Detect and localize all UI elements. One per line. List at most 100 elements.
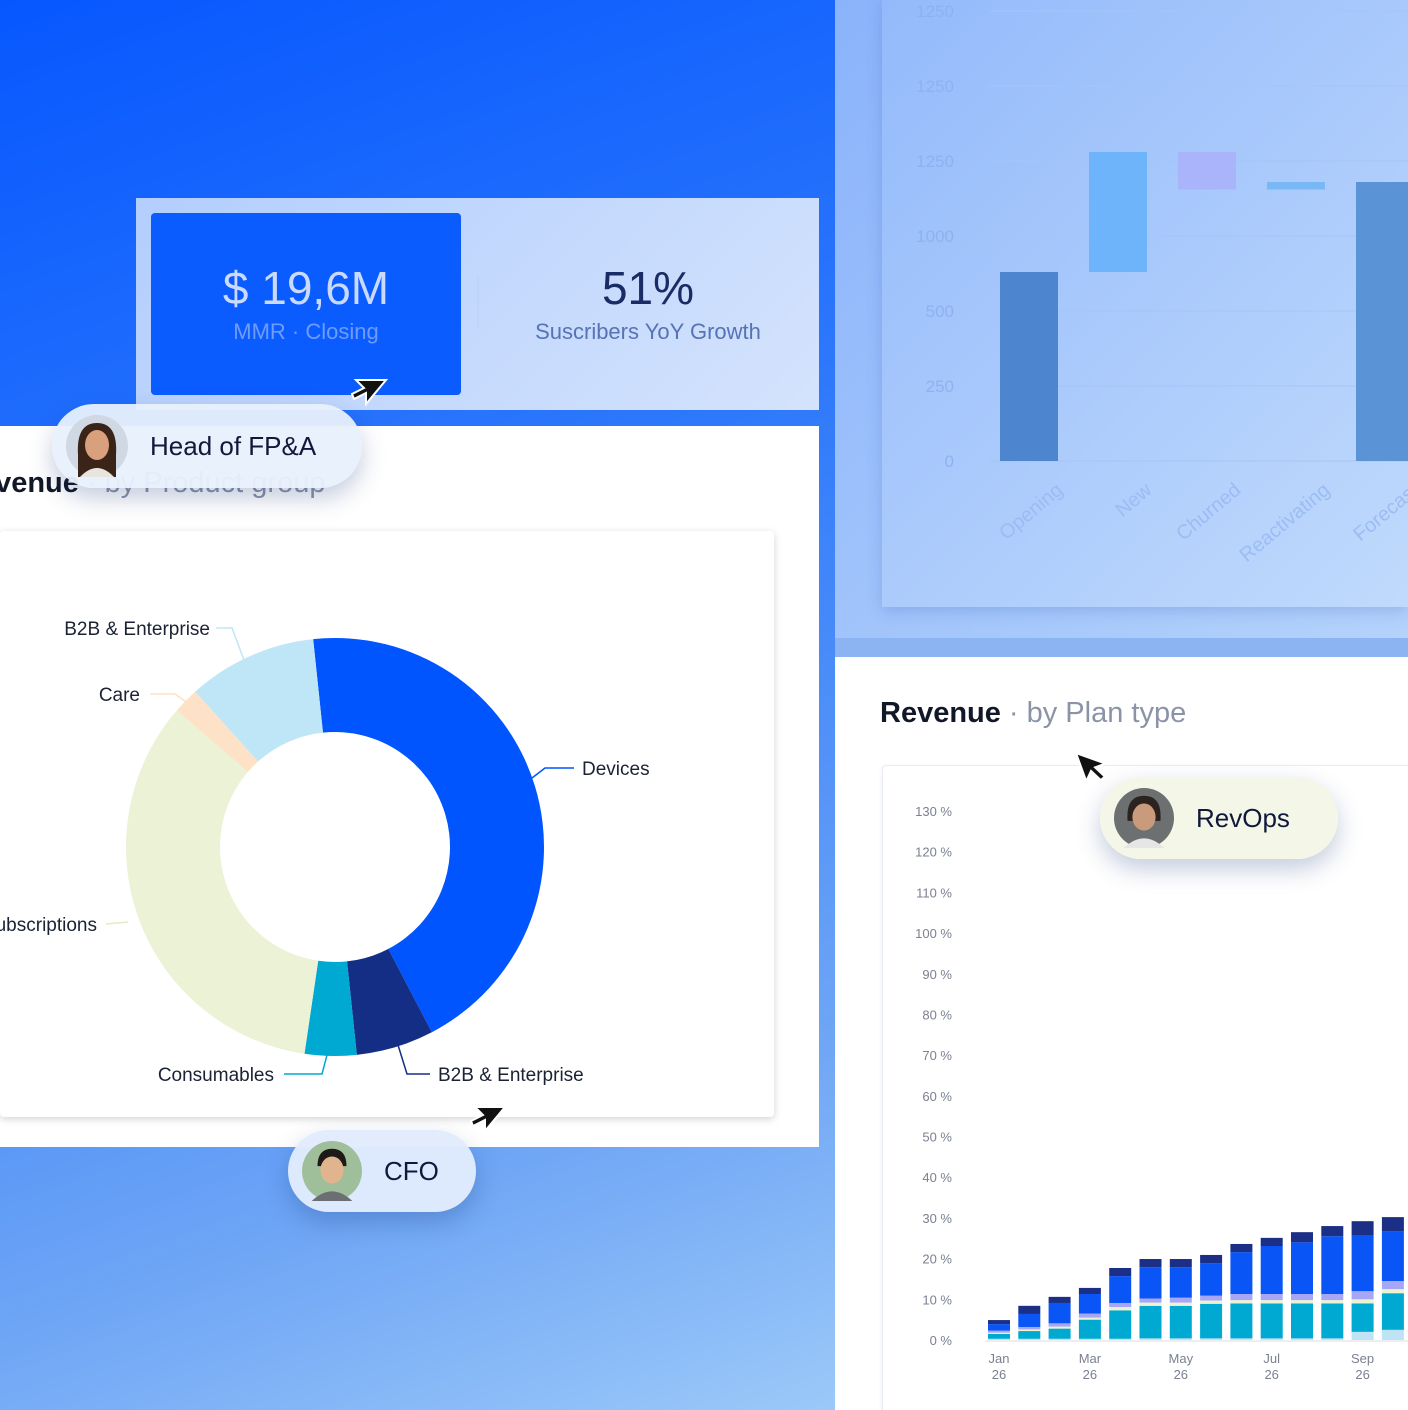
bar-segment	[1381, 1289, 1404, 1294]
persona-name: RevOps	[1196, 802, 1290, 833]
bar-segment	[1321, 1294, 1344, 1301]
bar-segment	[1230, 1338, 1253, 1340]
y-tick-label: 60 %	[922, 1089, 952, 1104]
waterfall-card	[882, 0, 1408, 607]
bar-segment	[1018, 1329, 1041, 1332]
bar-segment	[1351, 1221, 1374, 1236]
y-tick-label: 0	[945, 452, 954, 471]
bar-segment	[1200, 1263, 1223, 1296]
bar-segment	[1291, 1303, 1313, 1339]
bar-segment	[1230, 1243, 1253, 1253]
kpi-value: $ 19,6M	[222, 262, 390, 314]
bar-segment	[1291, 1294, 1313, 1301]
bar-segment	[1260, 1303, 1283, 1339]
bar-segment	[1200, 1303, 1223, 1339]
bar-segment	[1200, 1300, 1223, 1304]
bar-segment	[1109, 1310, 1132, 1339]
y-tick-label: 70 %	[922, 1048, 952, 1063]
segment-label: B2B & Enterprise	[64, 619, 210, 640]
leader-line	[531, 767, 574, 779]
y-tick-label: 10 %	[922, 1292, 952, 1307]
chart-title: Revenue · by Plan type	[880, 697, 1186, 729]
bar-segment	[1351, 1299, 1374, 1304]
subtitle: · by Plan type	[1009, 697, 1186, 729]
bar-segment	[1260, 1300, 1283, 1304]
bar-segment	[1109, 1276, 1132, 1303]
leader-line	[150, 693, 187, 703]
bar-segment	[1230, 1300, 1253, 1304]
donut-segment	[313, 637, 544, 1033]
bar-segment	[1321, 1300, 1344, 1304]
donut-segment	[195, 639, 323, 762]
segment-label: Devices	[582, 759, 650, 780]
bar-segment	[1351, 1331, 1374, 1340]
bar-segment	[1260, 1237, 1283, 1247]
bar-segment	[1078, 1294, 1101, 1314]
bar-segment	[1321, 1226, 1344, 1237]
kpi-label: MMR · Closing	[233, 319, 379, 344]
bar-segment	[1109, 1307, 1132, 1311]
kpi-card: $ 19,6M MMR · Closing	[151, 213, 461, 395]
persona-name: Head of FP&A	[150, 430, 317, 461]
bar-segment	[1230, 1303, 1253, 1339]
bar-segment	[1139, 1267, 1162, 1299]
bar-segment	[1139, 1298, 1162, 1303]
y-tick-label: 1000	[916, 227, 954, 246]
bar-segment	[1381, 1217, 1404, 1232]
y-tick-label: 1250	[916, 77, 954, 96]
segment-label: Care	[99, 685, 140, 706]
kpi-divider	[477, 276, 479, 328]
bar-segment	[1139, 1338, 1162, 1340]
bar-segment	[1381, 1231, 1404, 1281]
y-tick-label: 90 %	[922, 967, 952, 982]
bar-segment	[1381, 1280, 1404, 1290]
bar-segment	[988, 1330, 1010, 1333]
x-tick-label: Sep 26	[1351, 1351, 1375, 1382]
x-tick-label: Jan 26	[988, 1351, 1010, 1382]
bar-segment	[1109, 1338, 1132, 1340]
y-tick-label: 500	[926, 302, 954, 321]
bar-segment	[1169, 1297, 1192, 1303]
leader-line	[105, 921, 129, 925]
y-tick-label: 30 %	[922, 1211, 952, 1226]
persona-name: CFO	[384, 1155, 439, 1186]
donut-segment	[125, 710, 319, 1054]
persona-pill: Head of FP&A	[52, 404, 362, 488]
persona-pill: CFO	[288, 1130, 476, 1212]
title: Revenue	[880, 697, 1001, 729]
bar-segment	[1321, 1303, 1344, 1339]
bar-segment	[1078, 1287, 1101, 1295]
bar-segment	[1048, 1302, 1071, 1324]
bar-segment	[1260, 1246, 1283, 1295]
persona-pill: RevOps	[1100, 777, 1338, 859]
y-tick-label: 40 %	[922, 1170, 952, 1185]
x-tick-label: May 26	[1168, 1351, 1194, 1382]
bar-segment	[1048, 1328, 1071, 1339]
y-tick-label: 1250	[916, 2, 954, 21]
y-tick-label: 0 %	[930, 1333, 953, 1348]
bar-segment	[1291, 1300, 1313, 1304]
bar-segment	[1351, 1235, 1374, 1292]
bar-segment	[1230, 1252, 1253, 1295]
avatar	[66, 415, 128, 477]
bar-segment	[988, 1333, 1010, 1339]
leader-line	[284, 1054, 328, 1075]
bar-segment	[1018, 1313, 1041, 1327]
bar-segment	[1078, 1313, 1101, 1318]
bar-segment	[1078, 1319, 1101, 1339]
bar-segment	[1139, 1259, 1162, 1268]
y-tick-label: 130 %	[915, 804, 952, 819]
x-tick-label: Jul 26	[1263, 1351, 1280, 1382]
cursor	[350, 379, 389, 407]
cursor	[469, 1106, 508, 1134]
bar-segment	[1018, 1326, 1041, 1330]
bar	[1356, 182, 1408, 461]
bar-segment	[1381, 1293, 1404, 1330]
bar-segment	[1109, 1302, 1132, 1308]
bar-segment	[1200, 1338, 1223, 1340]
bar-segment	[1200, 1254, 1223, 1264]
bar-segment	[988, 1332, 1010, 1334]
